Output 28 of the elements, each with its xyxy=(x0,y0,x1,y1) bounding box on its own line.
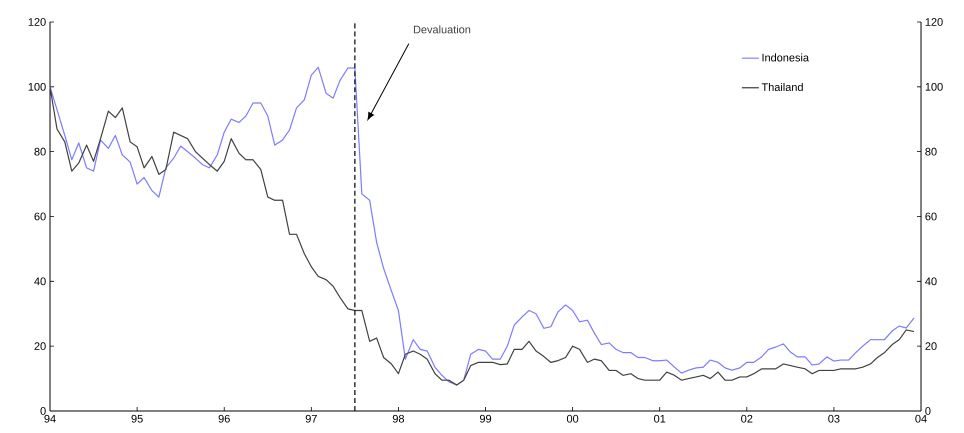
y2-tick-label: 20 xyxy=(925,342,937,350)
x-tick-label: 03 xyxy=(828,414,840,423)
y-tick-label: 120 xyxy=(28,18,46,26)
x-tick-label: 01 xyxy=(654,414,666,423)
y2-tick-label: 80 xyxy=(925,148,937,156)
x-tick-label: 95 xyxy=(132,414,143,423)
legend-label: Indonesia xyxy=(762,53,809,62)
x-tick-label: 02 xyxy=(741,414,752,423)
x-tick-label: 99 xyxy=(480,414,492,423)
y-tick-label: 60 xyxy=(34,212,46,220)
y2-tick-label: 60 xyxy=(925,212,937,220)
y2-tick-label: 0 xyxy=(925,407,931,415)
x-tick-label: 04 xyxy=(915,414,927,423)
y-tick-label: 100 xyxy=(28,82,46,91)
y-tick-label: 40 xyxy=(34,277,46,286)
annotation: Devaluation xyxy=(414,25,470,34)
y-tick-label: 0 xyxy=(40,407,46,415)
y-tick-label: 80 xyxy=(34,148,46,156)
x-tick-label: 97 xyxy=(306,414,317,423)
y-tick-label: 20 xyxy=(34,342,46,350)
y2-tick-label: 40 xyxy=(925,277,937,286)
y2-tick-label: 100 xyxy=(926,82,943,91)
x-tick-label: 00 xyxy=(566,414,578,423)
x-tick-label: 94 xyxy=(44,414,56,423)
y2-tick-label: 120 xyxy=(926,18,943,26)
x-tick-label: 98 xyxy=(392,414,404,423)
legend-label: Thailand xyxy=(762,82,803,92)
x-tick-label: 96 xyxy=(218,414,230,423)
